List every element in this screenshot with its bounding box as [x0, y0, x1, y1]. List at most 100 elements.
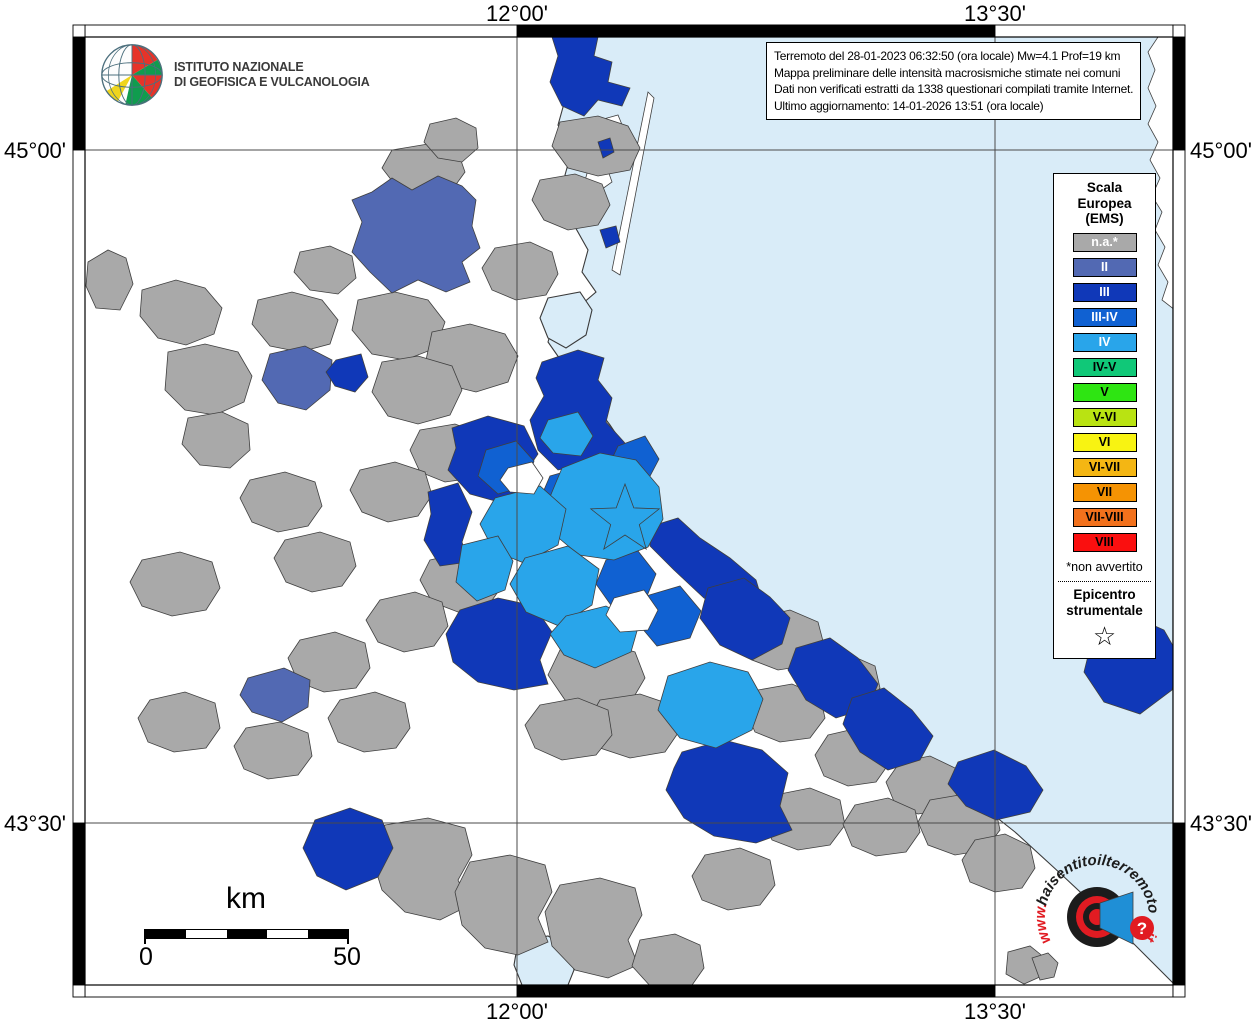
municipalities-IV: [455, 411, 764, 749]
municipality: [481, 241, 559, 301]
lat-label-right-4330: 43°30': [1190, 811, 1252, 836]
municipality: [137, 691, 221, 753]
scalebar-segment: [146, 930, 187, 938]
scalebar-tick-end: [347, 929, 349, 944]
municipality: [261, 345, 333, 411]
legend-swatch-III: III: [1072, 282, 1137, 302]
municipality: [599, 225, 621, 249]
lon-label-bottom-12: 12°00': [486, 999, 548, 1024]
legend-swatch-IV-V: IV-V: [1072, 357, 1137, 377]
logo-megaphone-icon: [1099, 891, 1134, 945]
legend-swatch-III-IV: III-IV: [1072, 307, 1137, 327]
municipality: [302, 807, 394, 891]
ingv-globe-logo: [101, 44, 163, 106]
scalebar-segment: [226, 930, 268, 938]
logo-text-www: www.: [1032, 901, 1055, 946]
municipality: [549, 37, 631, 117]
logo-question-circle: [1130, 916, 1154, 940]
legend-swatch-VII-VIII: VII-VIII: [1072, 507, 1137, 527]
ems-scale-legend: Scala Europea (EMS) n.a.* II III III-IV …: [1053, 173, 1156, 659]
scalebar-segment: [186, 930, 227, 938]
svg-text:www.: www.: [1032, 901, 1055, 946]
municipality: [239, 667, 311, 723]
epicenter-label-line2: strumentale: [1066, 602, 1143, 618]
municipality: [365, 591, 449, 653]
map-frame: [72, 24, 1186, 998]
legend-swatch-V-VI: V-VI: [1072, 407, 1137, 427]
info-line-data-source: Dati non verificati estratti da 1338 que…: [774, 82, 1134, 96]
municipality: [842, 687, 934, 771]
municipality: [293, 245, 357, 295]
legend-swatch-IV: IV: [1072, 332, 1137, 352]
municipality: [325, 353, 369, 393]
municipality: [349, 461, 433, 523]
municipality: [961, 833, 1036, 893]
epicenter-star-icon: ☆: [1092, 620, 1117, 651]
municipality: [551, 115, 641, 177]
epicenter-star: [589, 482, 661, 551]
legend-swatch-VIII: VIII: [1072, 532, 1137, 552]
municipality: [691, 847, 776, 911]
municipality: [605, 589, 659, 633]
scalebar-start-label: 0: [139, 943, 153, 971]
ingv-name-line2: DI GEOFISICA E VULCANOLOGIA: [174, 75, 370, 89]
earthquake-info-box: Terremoto del 28-01-2023 06:32:50 (ora l…: [766, 42, 1142, 120]
municipality: [597, 137, 615, 159]
legend-swatch-VI: VI: [1072, 432, 1137, 452]
logo-question-mark: ?: [1137, 919, 1147, 938]
info-line-map-type: Mappa preliminare delle intensità macros…: [774, 65, 1121, 80]
legend-swatch-V: V: [1072, 382, 1137, 402]
scalebar-unit: km: [226, 882, 266, 915]
municipality: [351, 175, 481, 294]
municipality: [665, 739, 793, 844]
legend-title-line3: (EMS): [1085, 211, 1124, 226]
legend-title-line2: Europea: [1077, 195, 1132, 211]
lat-label-left-4330: 43°30': [4, 811, 66, 836]
scalebar-tick-start: [144, 929, 146, 944]
municipality: [233, 721, 313, 780]
legend-swatch-VII: VII: [1072, 482, 1137, 502]
municipality: [181, 411, 251, 469]
ingv-branding: ISTITUTO NAZIONALE DI GEOFISICA E VULCAN…: [99, 42, 370, 108]
legend-footnote: *non avvertito: [1066, 559, 1143, 574]
lon-label-bottom-1330: 13°30': [964, 999, 1026, 1024]
lon-label-top-12: 12°00': [486, 1, 548, 26]
municipality: [85, 249, 134, 311]
municipality: [539, 411, 594, 457]
comacchio-lagoon: [539, 291, 593, 349]
municipality: [455, 535, 514, 602]
legend-separator: [1058, 580, 1151, 582]
municipality: [842, 797, 921, 857]
municipality: [657, 661, 764, 749]
scalebar-end-label: 50: [333, 943, 361, 971]
municipality: [251, 291, 339, 353]
municipality: [699, 577, 791, 661]
info-line-event: Terremoto del 28-01-2023 06:32:50 (ora l…: [774, 49, 1121, 63]
municipality: [371, 355, 463, 425]
municipalities-II: [239, 175, 481, 723]
lon-label-top-1330: 13°30': [964, 1, 1026, 26]
lat-label-left-45: 45°00': [4, 138, 66, 163]
lat-label-right-45: 45°00': [1190, 138, 1252, 163]
municipality: [327, 691, 411, 753]
map-interior: ? www. haisentitoilterremoto .it: [85, 37, 1173, 985]
legend-swatch-II: II: [1072, 257, 1137, 277]
municipality: [454, 854, 553, 956]
municipality: [164, 343, 253, 416]
municipality: [287, 631, 371, 693]
map-inner-border: [84, 36, 1174, 986]
legend-swatch-na: n.a.*: [1072, 232, 1137, 252]
epicenter-label-line1: Epicentro: [1073, 586, 1136, 602]
municipality: [531, 173, 611, 231]
municipality: [1031, 952, 1059, 981]
municipality: [524, 697, 613, 761]
municipality: [423, 117, 479, 163]
ingv-name-line1: ISTITUTO NAZIONALE: [174, 60, 304, 74]
municipality: [273, 531, 357, 593]
info-line-updated: Ultimo aggiornamento: 14-01-2026 13:51 (…: [774, 98, 1044, 113]
scalebar-segment: [267, 930, 308, 938]
municipality: [129, 551, 221, 617]
scalebar-segment: [307, 930, 349, 938]
